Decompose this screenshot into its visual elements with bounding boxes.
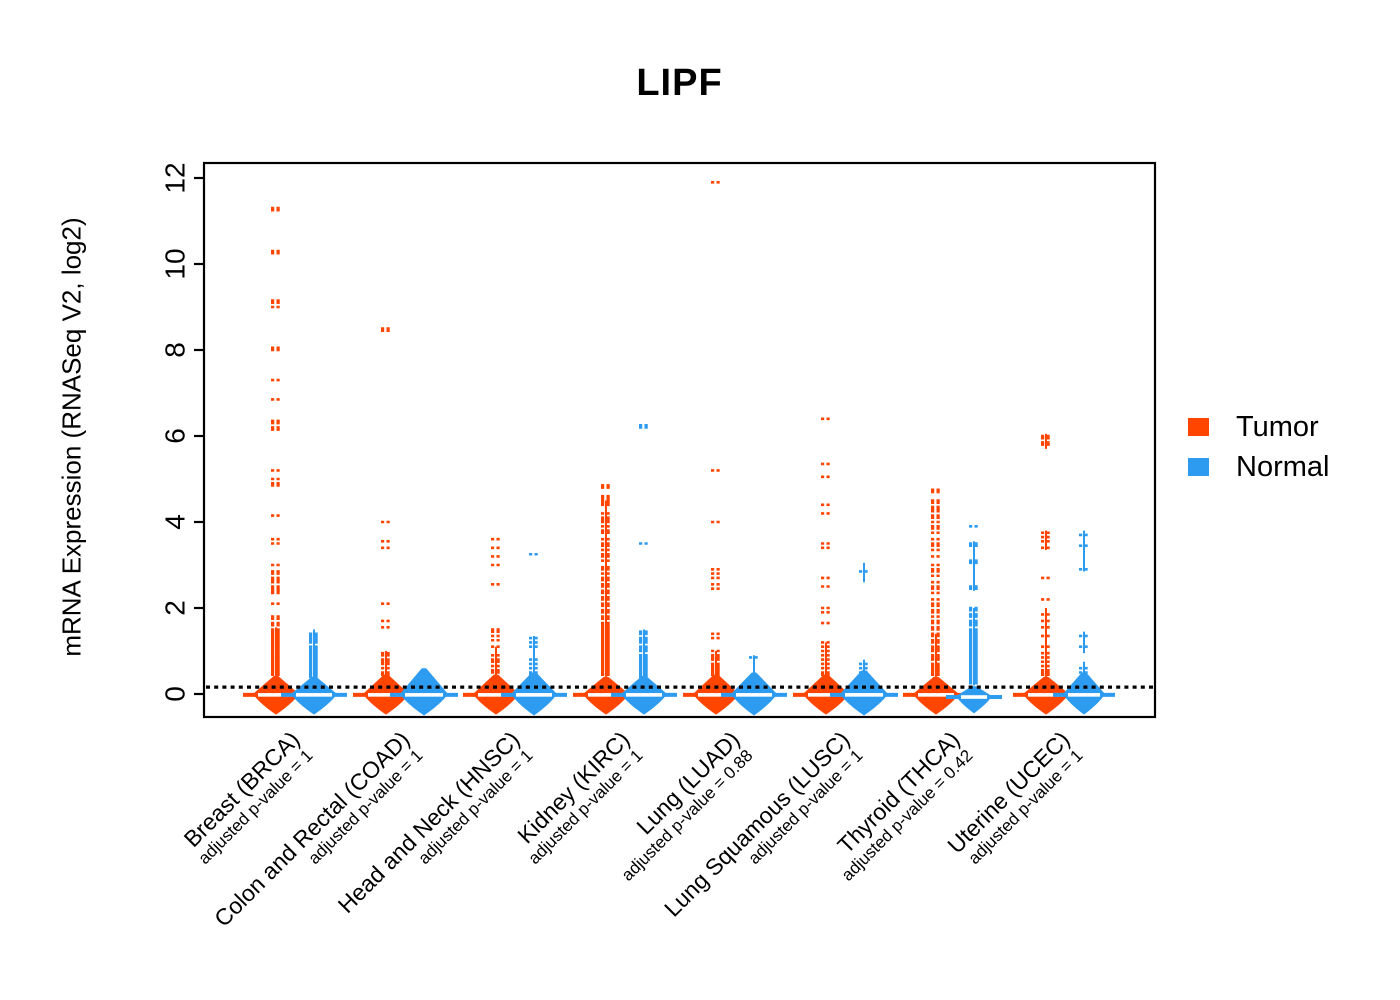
y-tick-label: 6 [159,428,190,444]
median-gap-normal-3 [626,693,662,697]
x-label-group-2: Head and Neck (HNSC)adjusted p-value = 1 [333,726,537,918]
median-gap-tumor-4 [698,693,734,697]
median-gap-normal-5 [845,693,883,697]
y-tick-label: 10 [159,248,190,279]
legend: Tumor Normal [1188,412,1329,492]
x-label-group-1: Colon and Rectal (COAD)adjusted p-value … [209,726,427,931]
plot-box [202,161,1157,719]
violin-normal-1 [400,668,448,716]
median-gap-normal-2 [516,693,552,697]
x-label-group-5: Lung Squamous (LUSC)adjusted p-value = 1 [659,726,867,922]
legend-row-normal: Normal [1188,452,1329,482]
median-gap-tumor-0 [258,693,294,697]
legend-row-tumor: Tumor [1188,412,1329,442]
median-gap-normal-6 [961,695,987,699]
y-tick-label: 4 [159,514,190,530]
legend-label-normal: Normal [1236,451,1330,483]
x-label-group-3: Kidney (KIRC)adjusted p-value = 1 [512,726,646,868]
y-tick-label: 12 [159,162,190,193]
y-axis-label: mRNA Expression (RNASeq V2, log2) [56,217,87,657]
median-gap-tumor-5 [808,693,844,697]
median-gap-tumor-2 [478,693,514,697]
median-gap-normal-4 [736,693,772,697]
median-gap-tumor-6 [918,693,954,697]
median-gap-tumor-7 [1028,693,1064,697]
chart-title: LIPF [636,62,723,104]
tumor-swatch-icon [1188,418,1209,436]
median-gap-normal-0 [296,693,332,697]
violin-normal-6 [956,686,992,714]
median-gap-tumor-1 [368,693,404,697]
y-tick-label: 2 [159,600,190,616]
median-gap-normal-1 [405,693,443,697]
normal-swatch-icon [1188,458,1209,476]
legend-label-tumor: Tumor [1236,411,1319,443]
y-tick-label: 0 [159,686,190,702]
median-gap-normal-7 [1068,693,1100,697]
median-gap-tumor-3 [588,693,624,697]
y-tick-label: 8 [159,342,190,358]
